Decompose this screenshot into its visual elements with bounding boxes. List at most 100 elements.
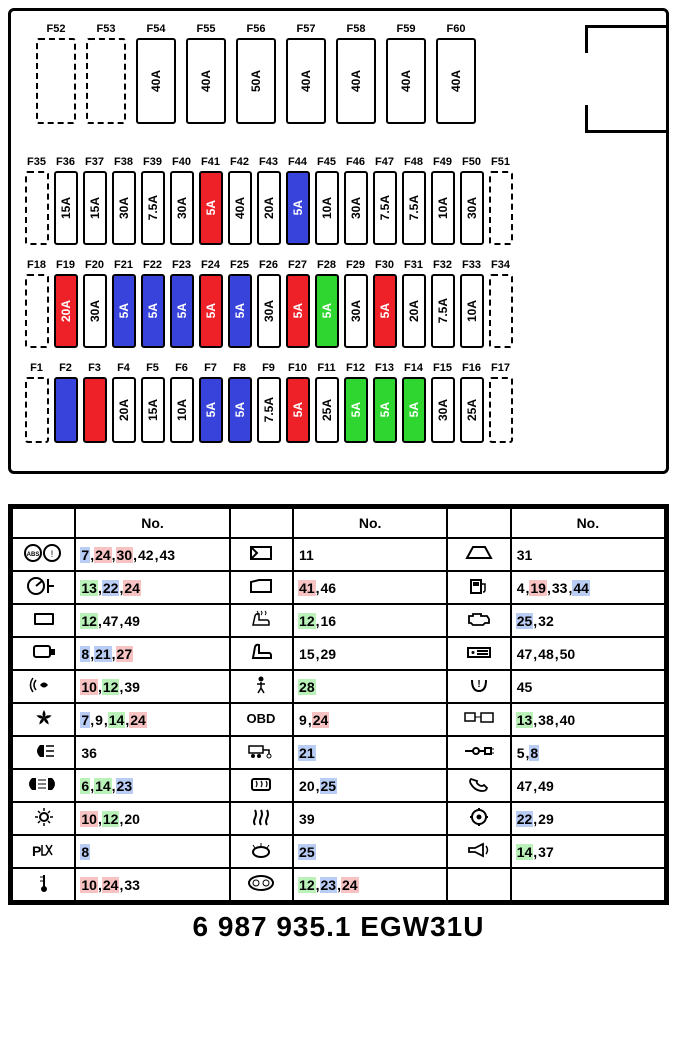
table-row: 10,12,203922,29 bbox=[12, 802, 665, 835]
fuse-number: 42 bbox=[137, 547, 155, 563]
fuse-numbers: 8,21,27 bbox=[75, 637, 229, 670]
svg-text:!: ! bbox=[477, 679, 480, 690]
fuse-box: 5A bbox=[112, 274, 136, 348]
fuse-numbers: 10,12,20 bbox=[75, 802, 229, 835]
fuse-box: 40A bbox=[186, 38, 226, 124]
legend-table-wrap: No. No. No. ABS!7,24,30,42,43113113,22,2… bbox=[8, 504, 669, 905]
fuse-number: 9 bbox=[94, 712, 104, 728]
fuse-number: 39 bbox=[123, 679, 141, 695]
fuse-label: F47 bbox=[375, 156, 394, 168]
fuse-numbers: 13,22,24 bbox=[75, 571, 229, 604]
fuse-box: 40A bbox=[336, 38, 376, 124]
fuse-label: F24 bbox=[201, 259, 220, 271]
fuse-slot: F5650A bbox=[233, 23, 279, 124]
table-row: 10,12,3928!45 bbox=[12, 670, 665, 703]
fuse-numbers: 7,24,30,42,43 bbox=[75, 538, 229, 571]
fuse-label: F2 bbox=[59, 362, 72, 374]
fuse-label: F48 bbox=[404, 156, 423, 168]
fuse-slot: F5030A bbox=[458, 156, 485, 245]
fuse-slot: F6040A bbox=[433, 23, 479, 124]
fuse-amperage: 25A bbox=[465, 399, 479, 421]
fuse-label: F33 bbox=[462, 259, 481, 271]
seatheat-icon bbox=[230, 604, 293, 637]
fuse-number: 24 bbox=[341, 877, 359, 893]
fuse-number: 8 bbox=[529, 745, 539, 761]
fuse-numbers: 47,49 bbox=[511, 769, 665, 802]
fuse-box: 5A bbox=[286, 171, 310, 245]
mirror-icon bbox=[12, 637, 75, 670]
fuse-box: 7.5A bbox=[373, 171, 397, 245]
fuse-label: F49 bbox=[433, 156, 452, 168]
fuse-numbers: 6,14,23 bbox=[75, 769, 229, 802]
fuse-number: 29 bbox=[537, 811, 555, 827]
headlight-icon bbox=[12, 769, 75, 802]
fuse-slot: F3 bbox=[81, 362, 108, 443]
fuse-slot: F135A bbox=[371, 362, 398, 443]
fuel-icon bbox=[447, 571, 510, 604]
fuse-box: 40A bbox=[386, 38, 426, 124]
fuse-label: F43 bbox=[259, 156, 278, 168]
fuse-amperage: 7.5A bbox=[407, 195, 421, 220]
fuse-slot: F5440A bbox=[133, 23, 179, 124]
fuse-box: 20A bbox=[112, 377, 136, 443]
svg-text:OBD: OBD bbox=[247, 711, 276, 726]
fuse-label: F60 bbox=[447, 23, 466, 35]
fuse-slot: F4510A bbox=[313, 156, 340, 245]
fuse-label: F17 bbox=[491, 362, 510, 374]
fuse-label: F19 bbox=[56, 259, 75, 271]
fuse-number: 12 bbox=[80, 613, 98, 629]
fuse-label: F23 bbox=[172, 259, 191, 271]
table-row: 8,21,2715,2947,48,50 bbox=[12, 637, 665, 670]
fuse-box: 20A bbox=[54, 274, 78, 348]
fuse-label: F18 bbox=[27, 259, 46, 271]
fuse-number: 12 bbox=[102, 811, 120, 827]
fuse-label: F11 bbox=[317, 362, 335, 374]
fuse-box: 30A bbox=[257, 274, 281, 348]
fuse-box: 5A bbox=[141, 274, 165, 348]
fuse-number: 47 bbox=[516, 646, 534, 662]
table-row: ABS!7,24,30,42,431131 bbox=[12, 538, 665, 571]
fuse-amperage: 30A bbox=[465, 197, 479, 219]
fuse-box: 20A bbox=[257, 171, 281, 245]
fuse-amperage: 15A bbox=[59, 197, 73, 219]
fuse-label: F25 bbox=[230, 259, 249, 271]
fuse-slot: F225A bbox=[139, 259, 166, 348]
fuse-number: 49 bbox=[123, 613, 141, 629]
fuse-number: 40 bbox=[559, 712, 577, 728]
fuse-number: 49 bbox=[537, 778, 555, 794]
fuse-number: 12 bbox=[102, 679, 120, 695]
fuse-number: 7 bbox=[80, 712, 90, 728]
fuse-number: 7 bbox=[80, 547, 90, 563]
fuse-slot: F515A bbox=[139, 362, 166, 443]
fuse-label: F30 bbox=[375, 259, 394, 271]
tow-icon bbox=[230, 736, 293, 769]
fuse-amperage: 20A bbox=[117, 399, 131, 421]
table-row: 7,9,14,24OBD9,2413,38,40 bbox=[12, 703, 665, 736]
fuse-slot: F255A bbox=[226, 259, 253, 348]
fuse-number: 25 bbox=[298, 844, 316, 860]
screen-icon bbox=[12, 604, 75, 637]
fuse-slot: F34 bbox=[487, 259, 514, 348]
fuse-amperage: 5A bbox=[204, 303, 218, 318]
fuse-number: 48 bbox=[537, 646, 555, 662]
fuse-box: 5A bbox=[373, 274, 397, 348]
fuse-slot: F415A bbox=[197, 156, 224, 245]
fuse-number: 13 bbox=[516, 712, 534, 728]
fuse-number: 9 bbox=[298, 712, 308, 728]
fuse-amperage: 7.5A bbox=[262, 397, 276, 422]
fuse-numbers: 41,46 bbox=[293, 571, 447, 604]
fuse-slot: F5740A bbox=[283, 23, 329, 124]
fuse-box bbox=[86, 38, 126, 124]
fuse-box: 40A bbox=[436, 38, 476, 124]
header-blank bbox=[230, 508, 293, 538]
table-row: 36215,8 bbox=[12, 736, 665, 769]
fuse-box bbox=[489, 274, 513, 348]
fuse-numbers: 12,23,24 bbox=[293, 868, 447, 901]
fuse-numbers bbox=[511, 868, 665, 901]
fuse-box: 25A bbox=[315, 377, 339, 443]
fuse-label: F36 bbox=[56, 156, 75, 168]
fuse-number: 46 bbox=[320, 580, 338, 596]
fuse-label: F21 bbox=[114, 259, 133, 271]
fuse-number: 23 bbox=[320, 877, 338, 893]
fuse-row-3: F18F1920AF2030AF215AF225AF235AF245AF255A… bbox=[19, 259, 658, 348]
